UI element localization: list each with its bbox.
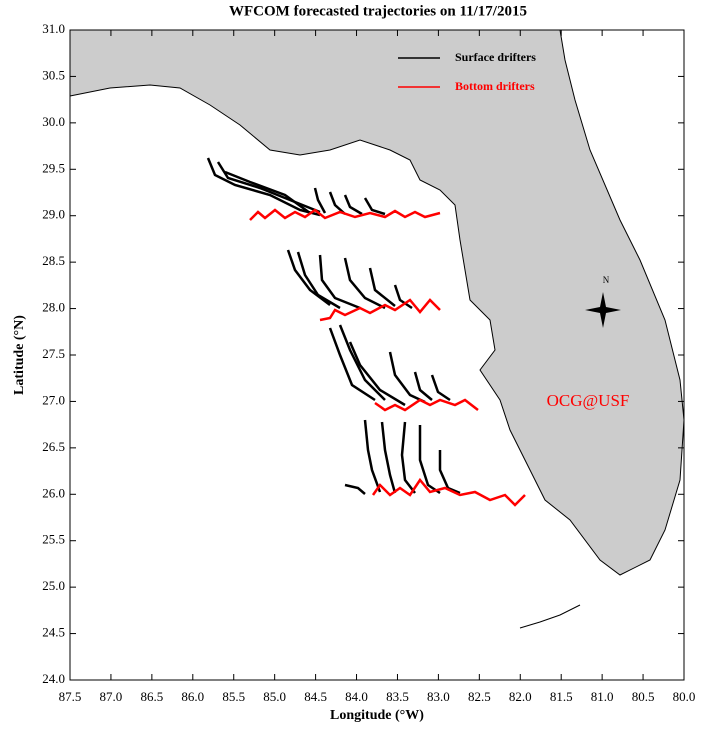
surface-trajectories (206, 157, 461, 495)
compass (585, 292, 621, 328)
y-tick-label: 29.0 (42, 207, 65, 222)
y-tick-label: 30.5 (42, 67, 65, 82)
y-tick-label: 25.0 (42, 578, 65, 593)
x-tick-label: 84.0 (345, 689, 368, 704)
y-tick-label: 28.0 (42, 300, 65, 315)
y-tick-label: 27.0 (42, 392, 65, 407)
x-tick-label: 86.5 (140, 689, 163, 704)
y-tick-label: 29.5 (42, 160, 65, 175)
x-tick-label: 84.5 (304, 689, 327, 704)
chart-title: WFCOM forecasted trajectories on 11/17/2… (229, 3, 527, 19)
legend-label: Surface drifters (455, 50, 536, 64)
x-tick-label: 83.5 (386, 689, 409, 704)
y-axis-label: Latitude (°N) (12, 315, 27, 395)
x-tick-label: 82.0 (509, 689, 532, 704)
x-tick-label: 87.0 (100, 689, 123, 704)
y-tick-label: 24.0 (42, 671, 65, 686)
x-tick-label: 80.0 (673, 689, 696, 704)
x-tick-label: 85.5 (222, 689, 245, 704)
x-tick-label: 87.5 (59, 689, 82, 704)
credit: OCG@USF (547, 391, 630, 410)
y-tick-label: 30.0 (42, 114, 65, 129)
x-tick-label: 86.0 (181, 689, 204, 704)
x-axis-label: Longitude (°W) (330, 708, 424, 723)
x-tick-label: 82.5 (468, 689, 491, 704)
bottom-trajectories (249, 208, 526, 507)
y-tick-label: 26.0 (42, 485, 65, 500)
x-tick-label: 81.0 (591, 689, 614, 704)
x-tick-label: 81.5 (550, 689, 573, 704)
legend-label: Bottom drifters (455, 79, 535, 93)
x-tick-label: 80.5 (632, 689, 655, 704)
land (69, 29, 685, 576)
y-tick-label: 25.5 (42, 532, 65, 547)
y-tick-label: 26.5 (42, 439, 65, 454)
y-tick-label: 24.5 (42, 625, 65, 640)
north-label: N (603, 275, 610, 285)
keys (519, 604, 581, 629)
y-tick-label: 28.5 (42, 253, 65, 268)
y-tick-label: 31.0 (42, 21, 65, 36)
x-tick-label: 85.0 (263, 689, 286, 704)
y-tick-label: 27.5 (42, 346, 65, 361)
x-tick-label: 83.0 (427, 689, 450, 704)
